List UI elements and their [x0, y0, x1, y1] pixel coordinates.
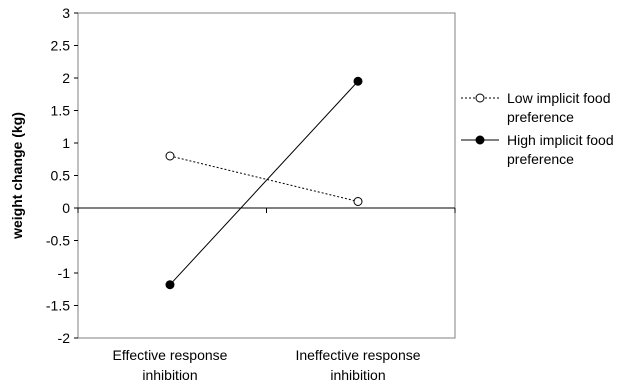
y-tick-label: 1: [62, 135, 70, 151]
y-tick-label: -0.5: [46, 233, 70, 249]
plot-frame: [77, 12, 456, 339]
y-tick-label: 3: [62, 5, 70, 21]
x-axis-categories: Effective response inhibition Ineffective …: [113, 347, 421, 383]
legend: Low implicit food preference High implicit…: [461, 90, 614, 167]
plot-area: [77, 12, 456, 339]
y-tick-label: 0.5: [51, 168, 71, 184]
series-layer: [165, 76, 363, 290]
series-line: [169, 80, 359, 286]
y-tick-label: -1.5: [46, 298, 70, 314]
y-tick-label: 2: [62, 70, 70, 86]
legend-marker: [475, 135, 485, 145]
y-axis-ticks: 3 2.5 2 1.5 1 0.5 0 -0.5 -1 -1.5 -2: [46, 5, 78, 346]
y-tick-label: -1: [58, 265, 71, 281]
series-line: [169, 155, 359, 202]
y-tick-label: 2.5: [51, 38, 71, 54]
x-category-label: Ineffective response inhibition: [295, 347, 420, 383]
data-point: [165, 151, 175, 161]
legend-marker: [475, 93, 485, 103]
y-tick-label: 0: [62, 200, 70, 216]
data-point: [165, 280, 175, 290]
legend-label: High implicit food preference: [507, 132, 614, 167]
x-category-label: Effective response inhibition: [113, 347, 228, 383]
legend-label: Low implicit food preference: [507, 90, 611, 125]
data-point: [353, 197, 363, 206]
y-axis-label: weight change (kg): [9, 112, 25, 240]
y-tick-label: 1.5: [51, 103, 71, 119]
y-tick-label: -2: [58, 330, 71, 346]
data-point: [353, 76, 363, 86]
